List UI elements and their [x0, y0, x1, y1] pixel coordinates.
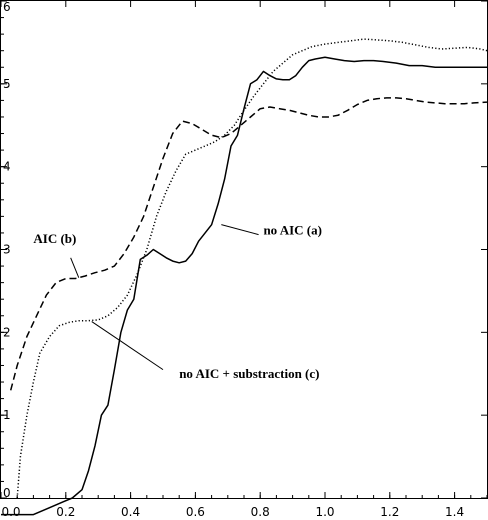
x-tick-label: 1.4 [445, 505, 464, 519]
x-tick-label: 1.2 [380, 505, 399, 519]
y-tick-label: 1 [3, 408, 11, 422]
annotation-label-b: AIC (b) [33, 231, 76, 246]
y-tick-label: 5 [3, 77, 11, 91]
x-tick-label: 0.4 [121, 505, 140, 519]
x-tick-label: 0.6 [186, 505, 205, 519]
plot-frame [0, 0, 488, 499]
annotation-pointer-b [70, 257, 80, 278]
series-line-a [1, 56, 487, 516]
annotation-layer: AIC (b) no AIC (a) no AIC + substraction (… [33, 223, 322, 381]
series-line-b [9, 97, 488, 391]
y-tick-label: 0 [3, 486, 11, 500]
x-tick-label: 1.0 [315, 505, 334, 519]
annotation-label-a: no AIC (a) [263, 223, 322, 238]
annotation-pointer-c [91, 321, 164, 371]
x-tick-label: 0.2 [56, 505, 75, 519]
y-axis: 0 1 2 3 4 5 6 [1, 0, 487, 500]
series-layer [1, 38, 488, 516]
y-tick-label: 2 [3, 325, 11, 339]
y-tick-label: 3 [3, 243, 11, 257]
annotation-label-c: no AIC + substraction (c) [179, 366, 319, 381]
series-line-c [16, 38, 488, 499]
x-tick-label: 0.8 [251, 505, 270, 519]
x-tick-label: 0.0 [1, 505, 20, 519]
y-tick-label: 4 [3, 160, 11, 174]
y-tick-label: 6 [3, 0, 11, 14]
annotation-pointer-a [221, 224, 259, 236]
